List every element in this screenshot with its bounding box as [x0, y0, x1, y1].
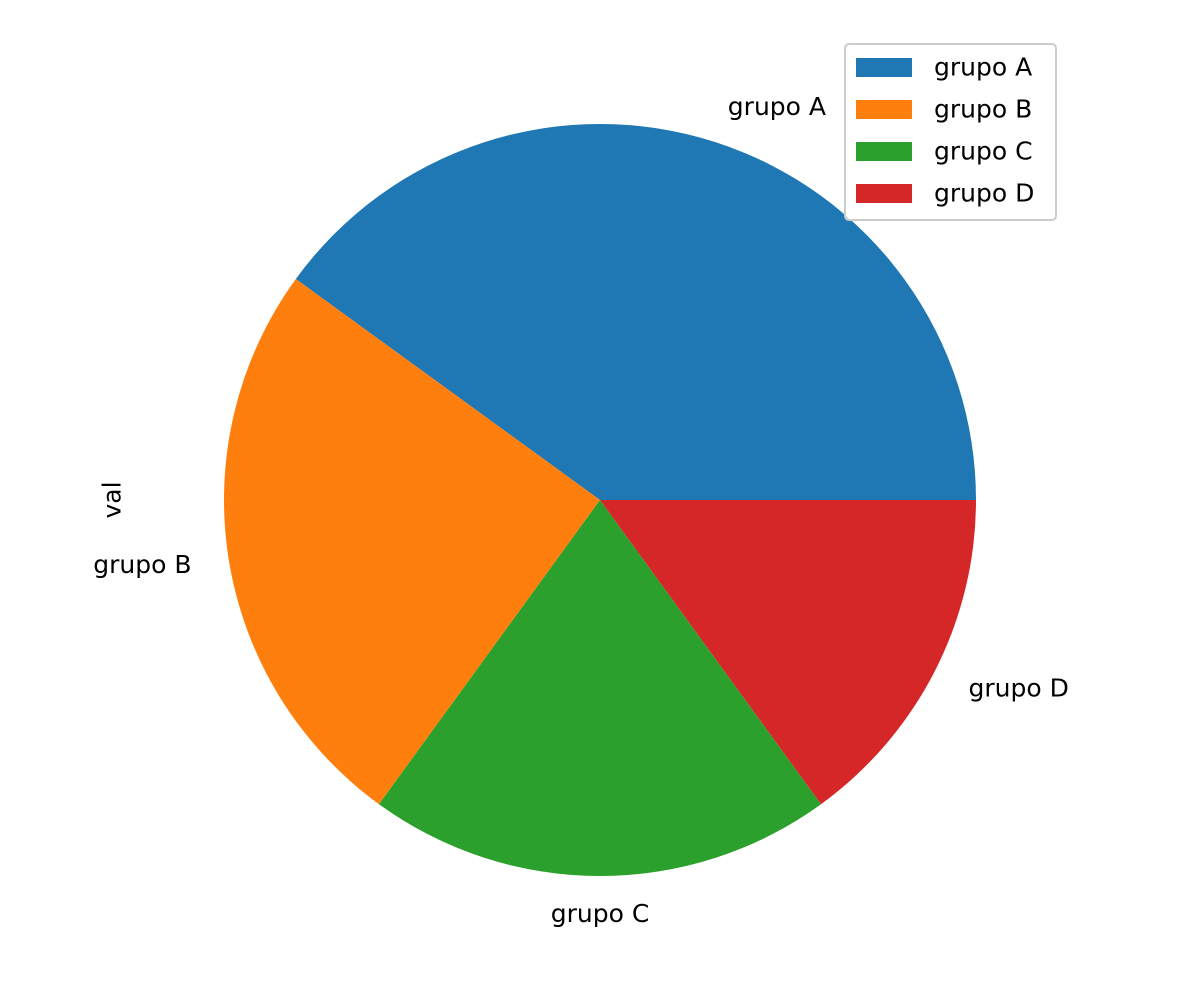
slice-label-grupo-c: grupo C	[551, 899, 650, 928]
legend-swatch-grupo-a	[856, 58, 912, 77]
slice-label-grupo-a: grupo A	[728, 92, 826, 121]
slice-label-grupo-b: grupo B	[93, 550, 191, 579]
legend-label-grupo-a: grupo A	[934, 53, 1032, 82]
legend-frame	[844, 43, 1057, 221]
legend-swatch-grupo-c	[856, 142, 912, 161]
legend-swatch-grupo-b	[856, 100, 912, 119]
pie-slice-grupo-a	[295, 123, 976, 501]
pie-slice-grupo-b	[223, 278, 601, 805]
pie-slice-labels: grupo A grupo B grupo C grupo D	[93, 92, 1069, 928]
legend-label-grupo-b: grupo B	[934, 95, 1032, 124]
legend-label-grupo-c: grupo C	[934, 137, 1033, 166]
slice-label-grupo-d: grupo D	[969, 673, 1069, 702]
pie-slice-grupo-c	[378, 500, 822, 877]
legend-swatch-grupo-d	[856, 184, 912, 203]
legend-label-grupo-d: grupo D	[934, 179, 1034, 208]
pie-slices	[223, 123, 976, 877]
legend-items: grupo A grupo B grupo C grupo D	[856, 53, 1034, 208]
y-axis-label: val	[98, 481, 127, 518]
pie-slice-grupo-d	[600, 500, 976, 805]
legend: grupo A grupo B grupo C grupo D	[844, 43, 1057, 221]
